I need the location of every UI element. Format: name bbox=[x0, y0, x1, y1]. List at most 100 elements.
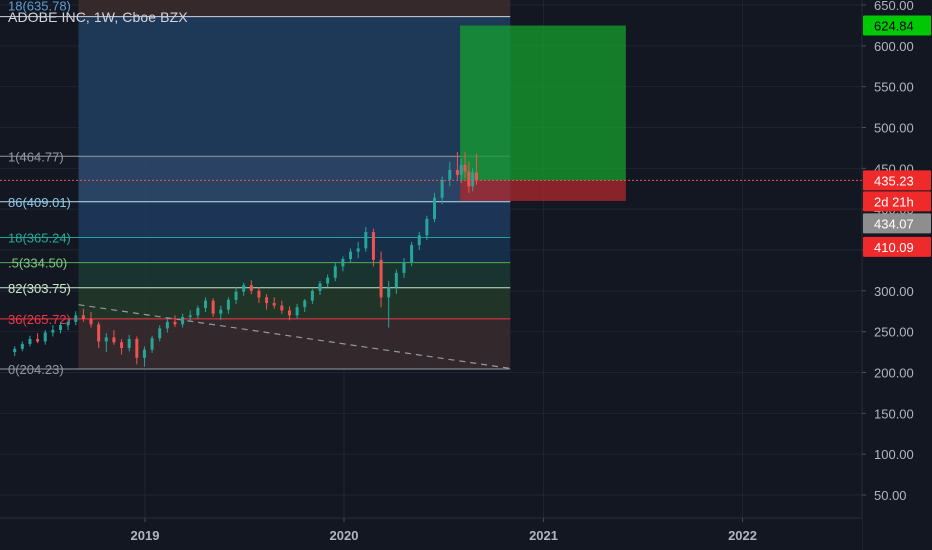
fib-level-label: 36(265.72) bbox=[8, 312, 71, 327]
candle bbox=[425, 215, 429, 241]
candle bbox=[295, 303, 299, 319]
y-tick-label: 650.00 bbox=[874, 0, 914, 13]
candle bbox=[158, 325, 162, 342]
candle bbox=[410, 241, 414, 267]
candle-body bbox=[402, 262, 406, 273]
candle bbox=[74, 311, 78, 326]
price-badge-label: 624.84 bbox=[874, 19, 914, 34]
candle bbox=[127, 334, 131, 352]
price-badge bbox=[863, 170, 931, 191]
candle-body bbox=[417, 235, 421, 246]
candle-body bbox=[463, 165, 467, 172]
candle bbox=[36, 333, 40, 344]
candle bbox=[89, 312, 93, 328]
candle-body bbox=[474, 172, 478, 181]
candle-body bbox=[318, 283, 322, 291]
candle bbox=[28, 335, 32, 347]
candle bbox=[459, 158, 463, 184]
candle-body bbox=[173, 321, 177, 325]
position-loss-zone bbox=[460, 180, 626, 201]
fib-zone bbox=[78, 318, 511, 370]
candle bbox=[242, 282, 246, 296]
candle-body bbox=[394, 272, 398, 288]
candle bbox=[474, 153, 478, 185]
candle-body bbox=[66, 321, 70, 326]
y-tick-label: 50.00 bbox=[874, 488, 907, 503]
candle-body bbox=[425, 218, 429, 236]
candle-body bbox=[265, 297, 269, 304]
candle-body bbox=[150, 338, 154, 350]
candle-body bbox=[471, 172, 475, 187]
candle-body bbox=[13, 348, 17, 353]
candle-body bbox=[371, 232, 375, 260]
candle-body bbox=[440, 179, 444, 198]
candle-body bbox=[249, 285, 253, 291]
candle bbox=[433, 192, 437, 223]
trendline-dashed[interactable] bbox=[78, 304, 511, 370]
candle-body bbox=[135, 339, 139, 358]
candle bbox=[43, 330, 47, 345]
candle-body bbox=[387, 287, 391, 298]
candle bbox=[356, 241, 360, 259]
candle bbox=[303, 299, 307, 313]
y-tick-label: 150.00 bbox=[874, 406, 914, 421]
candle bbox=[257, 287, 261, 304]
candle bbox=[120, 339, 124, 355]
fib-zone bbox=[78, 156, 511, 202]
candle-body bbox=[43, 332, 47, 342]
candle-body bbox=[211, 300, 215, 314]
candle bbox=[13, 346, 17, 357]
x-tick-label: 2019 bbox=[131, 528, 160, 543]
candle bbox=[463, 152, 467, 179]
candle bbox=[204, 297, 208, 313]
y-tick-label: 300.00 bbox=[874, 284, 914, 299]
candle-body bbox=[257, 290, 261, 298]
candle-body bbox=[448, 169, 452, 180]
price-scale[interactable] bbox=[862, 0, 932, 550]
candle bbox=[226, 297, 230, 314]
price-badge-label: 410.09 bbox=[874, 240, 914, 255]
candle-body bbox=[204, 300, 208, 308]
candle bbox=[104, 333, 108, 353]
candle bbox=[379, 251, 383, 308]
candle-body bbox=[455, 169, 459, 175]
chart-title: ADOBE INC, 1W, Cboe BZX bbox=[8, 9, 188, 25]
fib-level-label: 18(365.24) bbox=[8, 231, 71, 246]
x-tick-label: 2021 bbox=[529, 528, 558, 543]
candle bbox=[471, 168, 475, 192]
candle-body bbox=[104, 337, 108, 342]
candle bbox=[440, 176, 444, 205]
candle-body bbox=[333, 266, 337, 278]
candle bbox=[51, 325, 55, 337]
price-badge bbox=[863, 213, 931, 234]
candle bbox=[417, 232, 421, 250]
candle bbox=[58, 321, 62, 334]
time-scale[interactable] bbox=[0, 518, 862, 550]
fib-extension-label: 18(635.78) bbox=[8, 0, 71, 14]
candle-body bbox=[280, 305, 284, 311]
candle-body bbox=[459, 165, 463, 175]
fib-level-label: 0(204.23) bbox=[8, 362, 64, 377]
y-tick-label: 100.00 bbox=[874, 447, 914, 462]
candle bbox=[402, 258, 406, 278]
candle bbox=[341, 256, 345, 272]
candle-body bbox=[51, 330, 55, 333]
candle-body bbox=[181, 316, 185, 325]
candle-body bbox=[58, 325, 62, 331]
candle-body bbox=[341, 258, 345, 267]
candle bbox=[448, 161, 452, 187]
price-badge bbox=[863, 191, 931, 212]
candle bbox=[287, 306, 291, 321]
fib-zone bbox=[78, 201, 511, 238]
candle-body bbox=[142, 349, 146, 358]
candle-body bbox=[158, 328, 162, 339]
price-badge bbox=[863, 236, 931, 257]
candle-body bbox=[356, 248, 360, 252]
fib-zone-top-red bbox=[78, 0, 511, 17]
candle bbox=[349, 248, 353, 264]
candle-body bbox=[303, 300, 307, 308]
fib-zone bbox=[78, 262, 511, 288]
candle bbox=[387, 281, 391, 328]
price-badge bbox=[863, 15, 931, 36]
